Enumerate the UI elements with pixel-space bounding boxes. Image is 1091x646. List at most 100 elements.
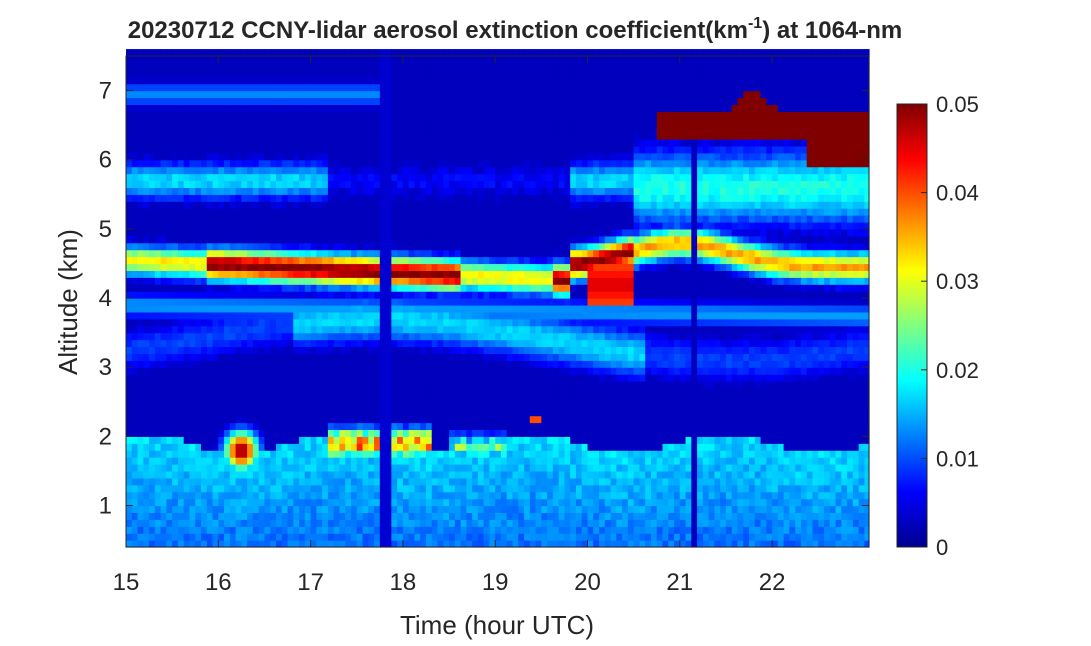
heatmap-cell — [235, 111, 242, 119]
heatmap-cell — [425, 408, 433, 417]
heatmap-cell — [310, 387, 317, 396]
heatmap-cell — [252, 49, 260, 57]
heatmap-cell — [183, 166, 191, 175]
heatmap-cell — [172, 263, 179, 271]
heatmap-cell — [397, 235, 404, 244]
heatmap-cell — [333, 436, 341, 444]
heatmap-cell — [408, 394, 416, 403]
heatmap-cell — [489, 69, 496, 78]
heatmap-cell — [275, 526, 283, 534]
heatmap-cell — [224, 526, 231, 534]
heatmap-cell — [472, 138, 479, 147]
heatmap-cell — [420, 394, 427, 403]
heatmap-cell — [425, 221, 433, 230]
heatmap-cell — [310, 145, 317, 154]
heatmap-cell — [218, 387, 225, 396]
heatmap-cell — [126, 533, 133, 541]
heatmap-cell — [327, 256, 335, 265]
heatmap-cell — [402, 505, 410, 514]
heatmap-cell — [281, 415, 289, 424]
heatmap-cell — [322, 484, 329, 493]
heatmap-cell — [299, 443, 306, 451]
heatmap-cell — [316, 125, 323, 133]
heatmap-cell — [483, 97, 491, 106]
heatmap-cell — [333, 533, 341, 541]
heatmap-cell — [241, 132, 248, 140]
heatmap-cell — [437, 443, 444, 451]
heatmap-cell — [258, 540, 266, 548]
heatmap-cell — [316, 505, 323, 514]
heatmap-cell — [275, 477, 283, 486]
heatmap-cell — [472, 360, 479, 368]
heatmap-cell — [350, 311, 358, 320]
heatmap-cell — [460, 464, 467, 472]
heatmap-cell — [218, 173, 225, 182]
heatmap-cell — [402, 304, 410, 313]
heatmap-cell — [449, 512, 456, 520]
heatmap-cell — [310, 76, 317, 85]
heatmap-cell — [172, 367, 179, 375]
heatmap-cell — [183, 173, 191, 182]
heatmap-cell — [229, 346, 237, 354]
heatmap-cell — [224, 311, 231, 320]
heatmap-cell — [166, 83, 173, 92]
heatmap-cell — [310, 111, 317, 119]
heatmap-cell — [218, 381, 225, 389]
heatmap-cell — [356, 263, 364, 271]
heatmap-cell — [131, 180, 139, 188]
heatmap-cell — [518, 166, 525, 175]
heatmap-cell — [275, 173, 283, 182]
heatmap-cell — [235, 69, 242, 78]
heatmap-cell — [518, 138, 525, 147]
heatmap-cell — [402, 526, 410, 534]
heatmap-cell — [368, 457, 375, 465]
heatmap-cell — [212, 381, 219, 389]
heatmap-cell — [264, 69, 271, 78]
heatmap-cell — [293, 194, 300, 202]
heatmap-cell — [235, 332, 242, 341]
heatmap-cell — [160, 298, 167, 306]
heatmap-cell — [443, 457, 450, 465]
heatmap-cell — [183, 401, 191, 410]
heatmap-cell — [495, 242, 502, 251]
heatmap-cell — [166, 318, 173, 327]
heatmap-cell — [172, 69, 179, 78]
heatmap-cell — [431, 138, 439, 147]
heatmap-cell — [241, 201, 248, 209]
heatmap-cell — [327, 56, 335, 64]
heatmap-cell — [425, 298, 433, 306]
heatmap-cell — [247, 332, 254, 341]
heatmap-cell — [477, 235, 485, 244]
heatmap-cell — [524, 408, 531, 417]
heatmap-cell — [327, 298, 335, 306]
heatmap-cell — [287, 512, 294, 520]
heatmap-cell — [281, 540, 289, 548]
heatmap-cell — [264, 76, 271, 85]
heatmap-cell — [391, 90, 398, 99]
heatmap-cell — [472, 76, 479, 85]
heatmap-cell — [431, 97, 439, 106]
heatmap-cell — [229, 408, 237, 417]
heatmap-cell — [506, 298, 514, 306]
heatmap-cell — [362, 180, 369, 188]
heatmap-cell — [270, 512, 277, 520]
heatmap-cell — [143, 519, 150, 527]
heatmap-cell — [252, 263, 260, 271]
heatmap-cell — [368, 145, 375, 154]
heatmap-cell — [166, 436, 173, 444]
heatmap-cell — [247, 477, 254, 486]
heatmap-cell — [310, 83, 317, 92]
heatmap-cell — [512, 249, 519, 258]
heatmap-cell — [472, 159, 479, 168]
heatmap-cell — [287, 49, 294, 57]
heatmap-cell — [281, 125, 289, 133]
heatmap-cell — [460, 374, 467, 382]
heatmap-cell — [345, 304, 352, 313]
heatmap-cell — [235, 90, 242, 99]
heatmap-cell — [316, 187, 323, 195]
heatmap-cell — [489, 436, 496, 444]
heatmap-cell — [420, 498, 427, 507]
heatmap-cell — [472, 505, 479, 514]
heatmap-cell — [270, 470, 277, 479]
heatmap-cell — [247, 125, 254, 133]
